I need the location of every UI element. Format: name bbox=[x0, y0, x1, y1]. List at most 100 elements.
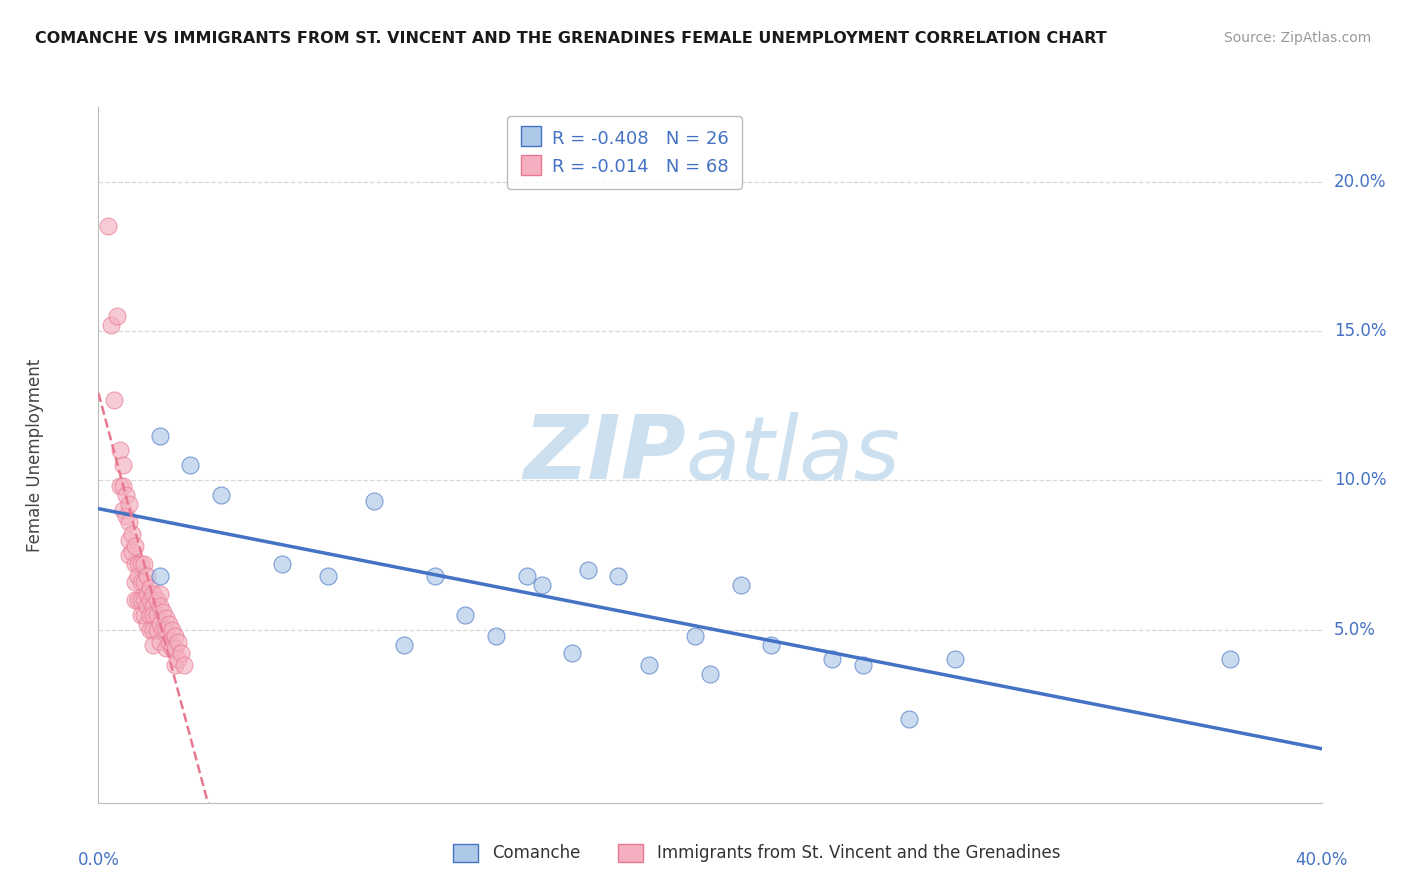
Point bbox=[454, 607, 477, 622]
Point bbox=[149, 428, 172, 442]
Point bbox=[155, 640, 177, 655]
Point bbox=[167, 634, 190, 648]
Point bbox=[139, 607, 162, 622]
Point bbox=[136, 599, 159, 613]
Point bbox=[699, 667, 721, 681]
Point bbox=[163, 629, 186, 643]
Point bbox=[111, 503, 134, 517]
Point bbox=[485, 629, 508, 643]
Point bbox=[129, 607, 152, 622]
Text: Source: ZipAtlas.com: Source: ZipAtlas.com bbox=[1223, 31, 1371, 45]
Point bbox=[157, 634, 180, 648]
Point bbox=[759, 638, 782, 652]
Point bbox=[103, 392, 125, 407]
Point bbox=[142, 599, 165, 613]
Point bbox=[129, 574, 152, 589]
Text: 10.0%: 10.0% bbox=[1334, 471, 1386, 490]
Point bbox=[121, 527, 143, 541]
Point bbox=[149, 587, 172, 601]
Point bbox=[127, 569, 149, 583]
Point bbox=[105, 309, 128, 323]
Point bbox=[516, 569, 538, 583]
Point bbox=[108, 443, 131, 458]
Point bbox=[134, 574, 156, 589]
Point bbox=[152, 605, 174, 619]
Point bbox=[607, 569, 630, 583]
Point bbox=[160, 640, 183, 655]
Point bbox=[118, 548, 141, 562]
Point bbox=[392, 638, 416, 652]
Point bbox=[124, 574, 146, 589]
Point bbox=[897, 712, 920, 726]
Point bbox=[134, 557, 156, 571]
Point bbox=[149, 616, 172, 631]
Point bbox=[423, 569, 446, 583]
Point bbox=[683, 629, 706, 643]
Point bbox=[111, 458, 134, 473]
Text: atlas: atlas bbox=[686, 412, 900, 498]
Point bbox=[124, 539, 146, 553]
Point bbox=[149, 634, 172, 648]
Legend: R = -0.408   N = 26, R = -0.014   N = 68: R = -0.408 N = 26, R = -0.014 N = 68 bbox=[508, 116, 742, 189]
Point bbox=[142, 607, 165, 622]
Point bbox=[139, 592, 162, 607]
Text: ZIP: ZIP bbox=[523, 411, 686, 499]
Point bbox=[157, 616, 180, 631]
Text: 0.0%: 0.0% bbox=[77, 851, 120, 869]
Point bbox=[852, 658, 875, 673]
Text: Comanche: Comanche bbox=[492, 844, 581, 862]
Point bbox=[821, 652, 844, 666]
Point bbox=[149, 569, 172, 583]
Point bbox=[129, 592, 152, 607]
Point bbox=[115, 488, 138, 502]
Point bbox=[209, 488, 232, 502]
Point bbox=[145, 607, 167, 622]
Text: 40.0%: 40.0% bbox=[1295, 851, 1348, 869]
Point bbox=[163, 640, 186, 655]
Text: 5.0%: 5.0% bbox=[1334, 621, 1375, 639]
Point bbox=[943, 652, 966, 666]
Point bbox=[139, 623, 162, 637]
Point bbox=[118, 533, 141, 547]
Point bbox=[134, 607, 156, 622]
Point bbox=[576, 563, 599, 577]
Point bbox=[100, 318, 122, 332]
Point bbox=[155, 623, 177, 637]
Point bbox=[163, 658, 186, 673]
Point bbox=[170, 647, 193, 661]
Point bbox=[145, 592, 167, 607]
Point bbox=[118, 497, 141, 511]
Point bbox=[142, 638, 165, 652]
Point bbox=[160, 623, 183, 637]
Point bbox=[136, 569, 159, 583]
Point bbox=[124, 592, 146, 607]
Point bbox=[173, 658, 195, 673]
Point bbox=[142, 587, 165, 601]
Point bbox=[134, 592, 156, 607]
Text: 15.0%: 15.0% bbox=[1334, 322, 1386, 340]
Point bbox=[167, 652, 190, 666]
Point bbox=[152, 623, 174, 637]
Text: Female Unemployment: Female Unemployment bbox=[25, 359, 44, 551]
Bar bbox=[619, 844, 643, 862]
Point bbox=[127, 557, 149, 571]
Point bbox=[155, 610, 177, 624]
Point bbox=[363, 494, 385, 508]
Point bbox=[127, 592, 149, 607]
Point bbox=[129, 557, 152, 571]
Text: Immigrants from St. Vincent and the Grenadines: Immigrants from St. Vincent and the Gren… bbox=[658, 844, 1062, 862]
Point bbox=[139, 581, 162, 595]
Point bbox=[108, 479, 131, 493]
Point bbox=[97, 219, 120, 234]
Point bbox=[530, 578, 553, 592]
Point bbox=[561, 647, 583, 661]
Point bbox=[121, 545, 143, 559]
Point bbox=[111, 479, 134, 493]
Point bbox=[115, 509, 138, 524]
Point bbox=[179, 458, 201, 473]
Point bbox=[270, 557, 292, 571]
Text: COMANCHE VS IMMIGRANTS FROM ST. VINCENT AND THE GRENADINES FEMALE UNEMPLOYMENT C: COMANCHE VS IMMIGRANTS FROM ST. VINCENT … bbox=[35, 31, 1107, 46]
Point bbox=[149, 599, 172, 613]
Bar bbox=[453, 844, 478, 862]
Point bbox=[637, 658, 661, 673]
